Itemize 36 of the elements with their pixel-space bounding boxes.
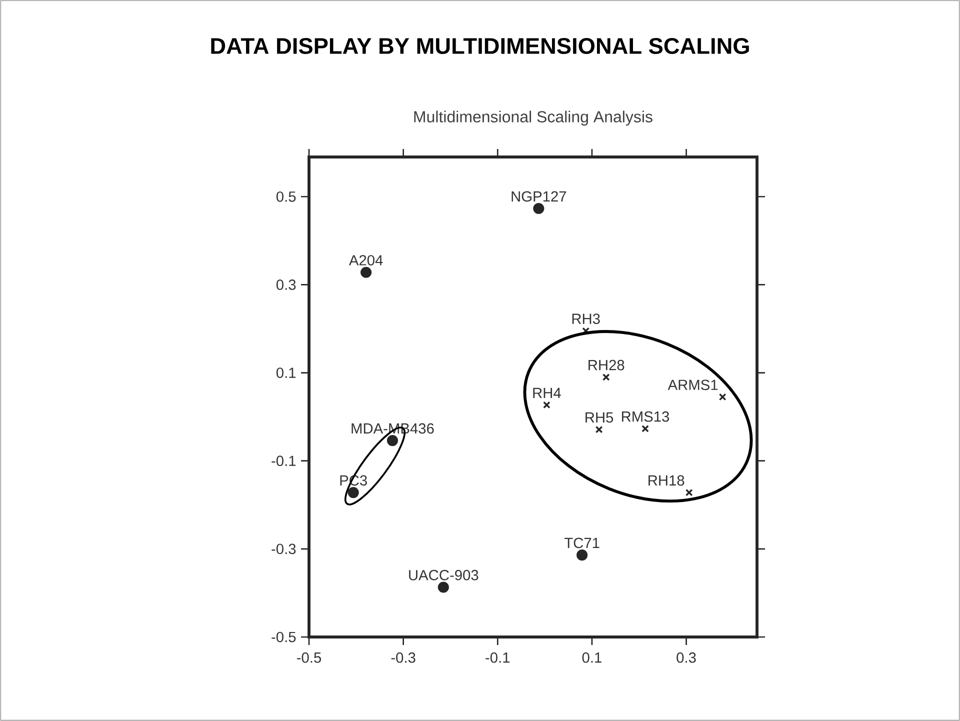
point (685, 488, 693, 496)
point (542, 401, 550, 409)
chart-title: DATA DISPLAY BY MULTIDIMENSIONAL SCALING (211, 38, 749, 54)
annotation: RH4 (533, 388, 561, 398)
annotation: RH5 (586, 412, 614, 423)
y-tick-label: -0.5 (272, 632, 296, 642)
point (718, 393, 726, 401)
point (360, 266, 372, 278)
annotation: TC71 (564, 538, 600, 548)
annotation: NGP127 (512, 191, 566, 202)
point (533, 202, 544, 214)
annotation: UACC-903 (409, 570, 478, 580)
x-tick-label: -0.1 (486, 652, 510, 663)
point (642, 425, 649, 432)
y-tick-label: 0.1 (276, 368, 296, 378)
annotation: A204 (348, 255, 383, 266)
point (576, 550, 588, 561)
point (602, 373, 610, 381)
chart-subtitle: Multidimensional Scaling Analysis (414, 110, 652, 126)
point (595, 426, 603, 434)
x-tick-label: 0.3 (676, 652, 696, 663)
point (386, 435, 398, 446)
annotation: RH28 (588, 360, 624, 370)
annotation: RH3 (572, 314, 600, 324)
x-tick-label: -0.3 (391, 652, 416, 663)
y-tick-label: -0.3 (272, 544, 296, 554)
point (348, 487, 359, 498)
annotation: RMS13 (622, 411, 670, 422)
x-tick-label: -0.5 (297, 652, 322, 663)
annotation: ARMS1 (668, 380, 718, 390)
annotation: RH18 (648, 475, 684, 486)
y-tick-label: -0.1 (272, 456, 296, 466)
x-tick-label: 0.1 (582, 652, 602, 663)
y-tick-label: 0.3 (276, 280, 296, 290)
y-tick-label: 0.5 (276, 191, 296, 202)
point (438, 582, 449, 593)
